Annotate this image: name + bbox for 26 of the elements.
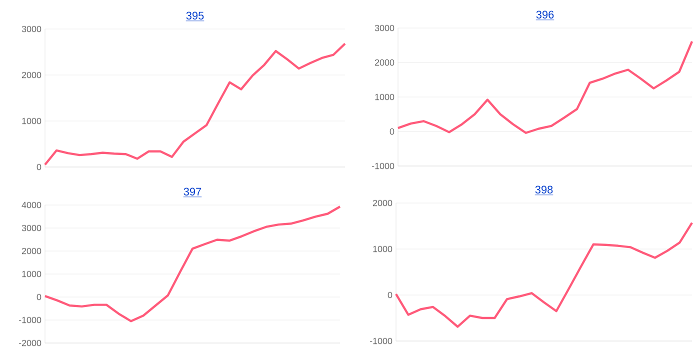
chart-title: 395 <box>186 12 204 20</box>
y-tick-label: 3000 <box>22 26 42 32</box>
y-tick-label: 0 <box>36 294 42 300</box>
chart-title: 397 <box>184 188 202 196</box>
line-series <box>394 222 694 328</box>
line-series <box>396 40 694 134</box>
y-tick-label: 4000 <box>22 202 42 208</box>
y-tick-label: 1000 <box>22 118 42 124</box>
y-tick-label: -1000 <box>372 162 394 170</box>
y-tick-label: 0 <box>390 128 394 135</box>
y-tick-label: 3000 <box>22 224 42 232</box>
chart-title: 398 <box>535 186 553 194</box>
y-tick-label: 3000 <box>374 24 394 32</box>
y-tick-label: -2000 <box>18 340 42 346</box>
y-tick-label: 1000 <box>375 94 394 100</box>
y-tick-label: 0 <box>36 164 42 170</box>
y-tick-label: 1000 <box>22 270 42 278</box>
y-tick-label: 2000 <box>372 200 392 206</box>
y-tick-label: -1000 <box>18 316 42 324</box>
chart-title: 396 <box>536 10 554 19</box>
y-tick-label: 2000 <box>22 72 42 78</box>
y-tick-label: 1000 <box>373 246 392 252</box>
y-tick-label: 0 <box>388 292 392 298</box>
y-tick-label: 2000 <box>22 248 42 254</box>
y-tick-label: 2000 <box>374 59 394 66</box>
y-tick-label: -1000 <box>370 338 392 344</box>
